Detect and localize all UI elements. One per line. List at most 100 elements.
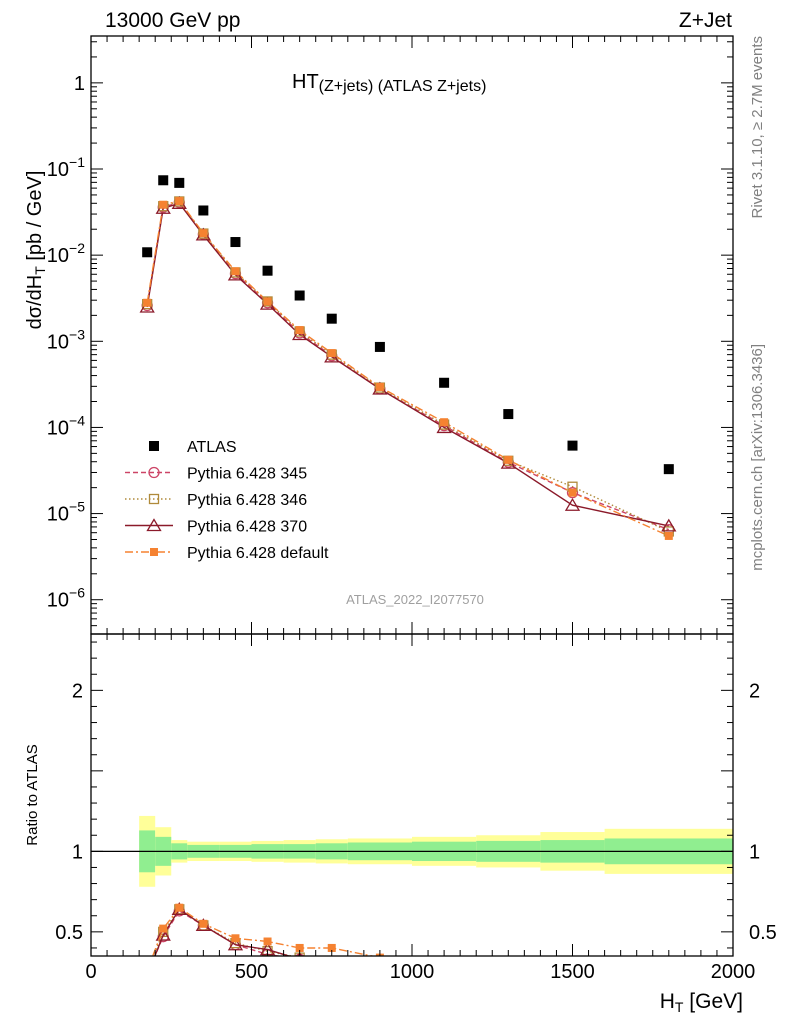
- upper-y-tick-label: 10−1: [47, 154, 85, 181]
- p345-point: [148, 466, 160, 479]
- legend-label-p370: Pythia 6.428 370: [187, 519, 307, 536]
- chart-title-main: HT: [292, 71, 319, 93]
- pdefault-point: [327, 943, 336, 952]
- p345-point: [142, 969, 152, 979]
- legend-label-pdefault: Pythia 6.428 default: [187, 545, 329, 562]
- x-axis-label-sub: T: [675, 999, 684, 1015]
- x-axis-label: HT [GeV]: [660, 990, 743, 1015]
- upper-y-tick-exp: −4: [69, 412, 85, 428]
- rivet-version-label: Rivet 3.1.10, ≥ 2.7M events: [749, 36, 766, 219]
- pdefault-point: [295, 943, 304, 952]
- x-tick-label: 1000: [390, 961, 435, 983]
- atlas-point: [326, 313, 337, 324]
- collision-label: 13000 GeV pp: [105, 9, 240, 32]
- p370-point: [141, 969, 154, 980]
- x-tick-label: 0: [85, 961, 96, 983]
- p370-point: [661, 518, 677, 532]
- pdefault-point: [375, 382, 384, 391]
- upper-y-tick-base: 10: [47, 590, 69, 612]
- pdefault-point: [199, 919, 208, 928]
- mcplots-label: mcplots.cern.ch [arXiv:1306.3436]: [749, 344, 766, 571]
- pdefault-point: [295, 326, 304, 335]
- pdefault-point: [231, 934, 240, 943]
- upper-y-tick-exp: −2: [69, 240, 85, 256]
- p346-point: [143, 968, 152, 977]
- pdefault-point: [175, 197, 184, 206]
- ratio-y-tick-label-right: 1: [749, 841, 760, 863]
- p370-point: [146, 518, 162, 532]
- upper-y-tick-exp: −5: [69, 499, 85, 515]
- x-tick-label: 500: [235, 961, 268, 983]
- pdefault-point: [568, 488, 577, 497]
- pdefault-point: [175, 903, 184, 912]
- atlas-point: [174, 177, 185, 188]
- lower-axes: 0 500 1000 1500 2000 0.5 0.5 1 1 2 2: [55, 633, 777, 983]
- pdefault-point: [199, 229, 208, 238]
- atlas-point: [262, 265, 273, 276]
- process-label: Z+Jet: [679, 9, 732, 32]
- x-axis-label-post: [GeV]: [683, 990, 743, 1013]
- upper-axes: 110−110−210−310−410−510−6: [47, 35, 734, 635]
- x-tick-label: 1500: [550, 961, 595, 983]
- pdefault-point: [143, 298, 152, 307]
- upper-y-tick-label: 10−6: [47, 585, 85, 612]
- pdefault-point: [263, 937, 272, 946]
- pdefault-point: [327, 349, 336, 358]
- upper-y-tick-base: 10: [47, 245, 69, 267]
- legend-label-atlas: ATLAS: [187, 439, 237, 456]
- analysis-watermark: ATLAS_2022_I2077570: [346, 592, 484, 607]
- main-ylabel: dσ/dHT [pb / GeV]: [24, 171, 48, 330]
- upper-y-tick-exp: −3: [69, 326, 85, 342]
- ratio-y-tick-label-right: 2: [749, 680, 760, 702]
- upper-y-tick-label: 10−2: [47, 240, 85, 267]
- ratio-y-tick-label: 2: [72, 680, 83, 702]
- pdefault-point: [504, 455, 513, 464]
- atlas-point: [230, 237, 241, 248]
- atlas-point: [142, 247, 153, 258]
- atlas-point: [503, 409, 514, 420]
- atlas-point: [198, 205, 209, 216]
- pdefault-point: [143, 966, 151, 974]
- pdefault-point: [231, 267, 240, 276]
- upper-y-tick-base: 10: [47, 331, 69, 353]
- lower-frame: [90, 633, 734, 957]
- upper-y-tick-label: 1: [74, 73, 85, 95]
- atlas-point: [158, 175, 169, 186]
- legend-label-p346: Pythia 6.428 346: [187, 492, 307, 509]
- pdefault-point: [440, 418, 449, 427]
- ratio-y-tick-label-right: 0.5: [749, 922, 777, 944]
- pdefault-point: [159, 924, 168, 933]
- upper-y-tick-exp: −6: [69, 585, 85, 601]
- x-tick-label: 2000: [711, 961, 756, 983]
- pdefault-point: [664, 531, 673, 540]
- main-ylabel-post: [pb / GeV]: [24, 171, 46, 267]
- upper-y-tick-exp: −1: [69, 154, 85, 170]
- pdefault-point: [263, 297, 272, 306]
- p370-point: [155, 927, 171, 941]
- atlas-point: [294, 290, 305, 301]
- p370-point: [227, 937, 244, 951]
- upper-panel: HT(Z+jets) (ATLAS Z+jets) ATLAS_2022_I20…: [125, 71, 677, 607]
- x-axis-label-pre: H: [660, 990, 675, 1013]
- atlas-point: [663, 464, 674, 475]
- upper-y-tick-label: 10−5: [47, 499, 85, 526]
- p346-point: [148, 493, 160, 505]
- upper-y-tick-label: 10−4: [47, 412, 85, 439]
- upper-y-tick-base: 10: [47, 504, 69, 526]
- chart-title: HT(Z+jets) (ATLAS Z+jets): [292, 71, 486, 95]
- ratio-y-tick-label: 0.5: [55, 922, 83, 944]
- legend: ATLAS Pythia 6.428 345 Pythia 6.428 346 Pyt…: [125, 439, 329, 562]
- atlas-point: [149, 441, 159, 451]
- main-ylabel-pre: dσ/dH: [24, 275, 46, 330]
- ratio-y-tick-label: 1: [72, 841, 83, 863]
- pdefault-point: [150, 548, 158, 556]
- p345-point: [566, 486, 579, 499]
- upper-y-tick-base: 10: [47, 417, 69, 439]
- pdefault-line: [146, 200, 670, 537]
- ratio-ylabel: Ratio to ATLAS: [24, 744, 41, 845]
- p370-point: [436, 420, 452, 434]
- legend-label-p345: Pythia 6.428 345: [187, 466, 307, 483]
- atlas-point: [439, 377, 450, 388]
- main-ylabel-sub: T: [32, 266, 48, 275]
